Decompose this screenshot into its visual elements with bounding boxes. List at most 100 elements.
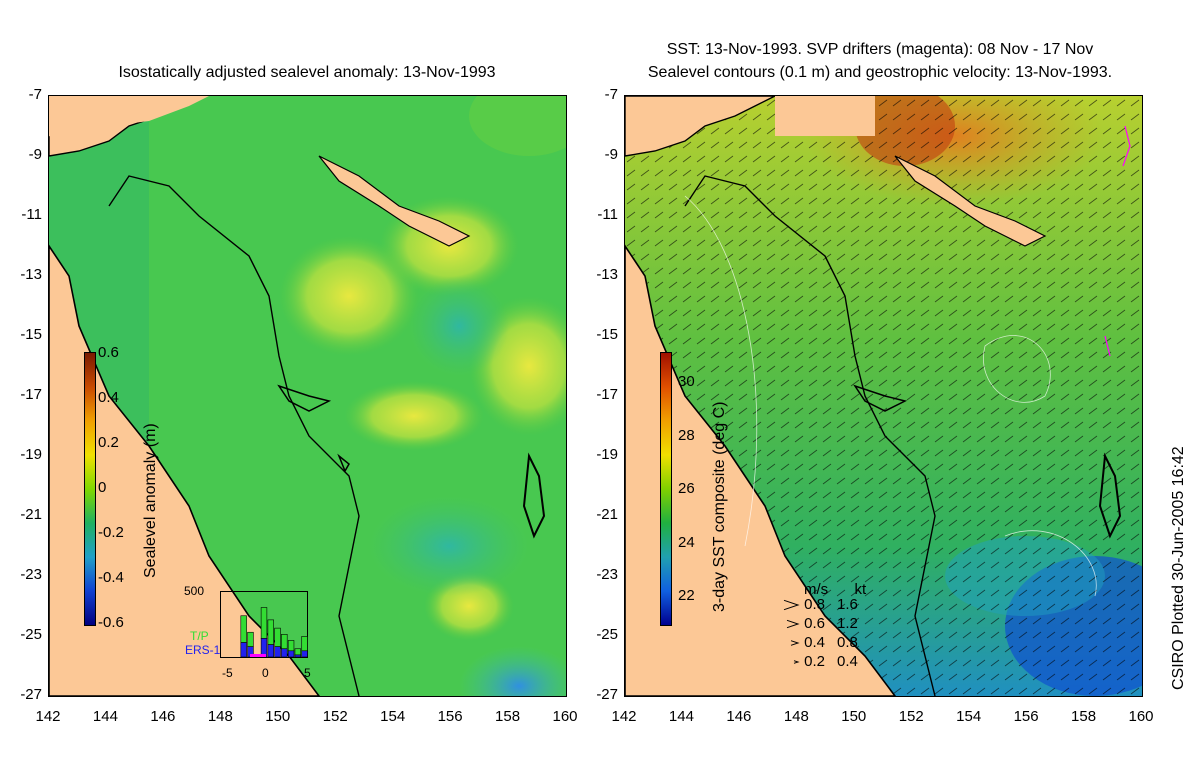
sealevel-colorbar-tick: 0.6 <box>98 344 119 361</box>
velocity-kt-value: 1.2 <box>837 615 858 632</box>
histogram-xtick-0: 0 <box>262 666 269 680</box>
left-map-ytick: -21 <box>20 506 42 523</box>
right-map-title-line2: Sealevel contours (0.1 m) and geostrophi… <box>647 64 1113 81</box>
left-map-xtick: 160 <box>552 708 578 725</box>
velocity-legend-ms-header: m/s <box>804 581 829 598</box>
histogram-bar-ers <box>287 650 295 658</box>
histogram-bar-tp <box>301 636 308 652</box>
right-map-xtick: 142 <box>611 708 637 725</box>
velocity-legend-row: 0.6 1.2 <box>780 615 858 632</box>
histogram-bar-ers <box>281 648 288 658</box>
sealevel-anomaly-colorbar-label: Sealevel anomaly (m) <box>142 423 159 578</box>
left-map-xtick: 154 <box>380 708 406 725</box>
histogram-bar-ers <box>274 646 281 658</box>
track-histogram-svg <box>220 591 308 658</box>
velocity-ms-value: 0.4 <box>800 634 826 651</box>
right-map-xtick: 158 <box>1071 708 1097 725</box>
histogram-frame <box>220 591 308 658</box>
histogram-bar-tp <box>281 634 288 650</box>
left-map-ytick: -27 <box>20 686 42 703</box>
right-map-xtick: 146 <box>726 708 752 725</box>
csiro-plot-credit: CSIRO Plotted 30-Jun-2005 16:42 <box>1170 446 1187 690</box>
sst-map <box>624 95 1143 697</box>
left-map-ytick: -15 <box>20 326 42 343</box>
histogram-xtick-minus5: -5 <box>222 666 233 680</box>
sealevel-colorbar-tick: -0.2 <box>98 524 124 541</box>
right-map-xtick: 156 <box>1013 708 1039 725</box>
sst-colorbar <box>660 352 672 626</box>
sst-colorbar-tick: 28 <box>678 426 695 444</box>
histogram-bar-tp <box>274 627 281 647</box>
left-map-ytick: -7 <box>28 86 42 103</box>
left-map-xtick: 146 <box>150 708 176 725</box>
right-map-ytick: -9 <box>604 146 618 163</box>
histogram-legend-tp: T/P <box>190 629 209 643</box>
sealevel-colorbar-tick: -0.4 <box>98 569 124 586</box>
sst-colorbar-label: 3-day SST composite (deg C) <box>711 401 728 612</box>
right-map-ytick: -13 <box>596 266 618 283</box>
left-map-title: Isostatically adjusted sealevel anomaly:… <box>118 64 496 81</box>
left-map-ytick: -11 <box>21 206 42 223</box>
right-map-ytick: -19 <box>596 446 618 463</box>
histogram-bar-ers <box>301 650 308 658</box>
sst-colorbar-tick: 22 <box>678 587 695 604</box>
velocity-legend-row: 0.2 0.4 <box>780 653 858 670</box>
left-map-xtick: 158 <box>495 708 521 725</box>
histogram-xtick-5: 5 <box>304 666 311 680</box>
histogram-bar-ers <box>294 654 302 658</box>
velocity-arrow-icon <box>790 640 800 646</box>
histogram-bar-tp <box>247 631 254 647</box>
velocity-ms-value: 0.6 <box>800 615 826 632</box>
left-map-xtick: 152 <box>322 708 348 725</box>
velocity-ms-value: 0.2 <box>800 653 826 670</box>
right-map-ytick: -27 <box>596 686 618 703</box>
right-map-xtick: 154 <box>956 708 982 725</box>
right-map-ytick: -25 <box>596 626 618 643</box>
histogram-bar-ers <box>267 644 274 658</box>
velocity-arrow-icon <box>793 660 800 664</box>
right-map-ytick: -11 <box>597 206 618 223</box>
sst-map-svg <box>625 96 1142 696</box>
histogram-bar-ers <box>240 642 247 658</box>
left-map-xtick: 142 <box>35 708 61 725</box>
left-map-xtick: 148 <box>207 708 233 725</box>
velocity-legend-row: 0.8 1.6 <box>780 596 858 613</box>
velocity-kt-value: 0.4 <box>837 653 858 670</box>
histogram-bar-tp <box>294 648 302 656</box>
histogram-legend-ers: ERS-1 <box>185 643 221 657</box>
velocity-kt-value: 0.8 <box>837 634 858 651</box>
velocity-legend-row: 0.4 0.8 <box>780 634 858 651</box>
sealevel-colorbar-tick: -0.6 <box>98 614 124 631</box>
right-map-ytick: -21 <box>596 506 618 523</box>
left-map-ytick: -19 <box>20 446 42 463</box>
right-map-ytick: -15 <box>596 326 618 343</box>
right-map-title-line1: SST: 13-Nov-1993. SVP drifters (magenta)… <box>666 41 1094 58</box>
histogram-bar-tp <box>267 619 274 645</box>
histogram-bar-tp <box>287 640 295 652</box>
left-map-ytick: -25 <box>20 626 42 643</box>
sealevel-colorbar-tick: 0.2 <box>98 434 119 451</box>
right-map-xtick: 144 <box>668 708 694 725</box>
left-map-ytick: -17 <box>20 386 42 403</box>
sealevel-colorbar-tick: 0 <box>98 479 107 496</box>
right-map-xtick: 152 <box>898 708 924 725</box>
left-map-xtick: 156 <box>437 708 463 725</box>
histogram-date-marker <box>250 654 266 657</box>
velocity-kt-value: 1.6 <box>837 596 858 613</box>
sst-colorbar-tick: 30 <box>678 373 695 390</box>
sealevel-anomaly-colorbar <box>84 352 96 626</box>
left-map-xtick: 150 <box>265 708 291 725</box>
velocity-arrow-icon <box>786 619 800 629</box>
right-map-xtick: 150 <box>841 708 867 725</box>
histogram-bar-tp <box>240 615 247 643</box>
right-map-ytick: -23 <box>596 566 618 583</box>
sealevel-colorbar-tick: 0.4 <box>98 389 119 406</box>
velocity-arrow-icon <box>783 599 800 611</box>
histogram-bar-tp <box>260 607 268 639</box>
right-map-ytick: -7 <box>604 86 618 103</box>
histogram-ymax-label: 500 <box>184 584 205 598</box>
right-map-xtick: 160 <box>1128 708 1154 725</box>
left-map-xtick: 144 <box>92 708 118 725</box>
right-map-ytick: -17 <box>596 386 618 403</box>
sst-colorbar-tick: 26 <box>678 480 695 497</box>
